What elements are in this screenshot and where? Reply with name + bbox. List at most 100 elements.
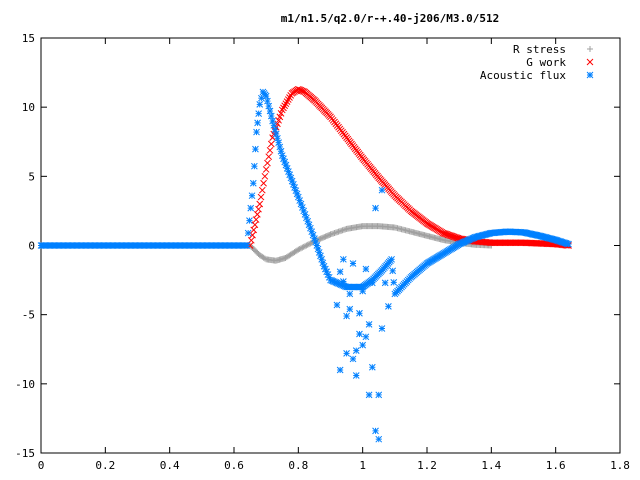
data-point (359, 341, 367, 349)
data-point (278, 106, 286, 114)
data-point (303, 242, 310, 249)
data-point (272, 130, 280, 138)
series-g-work (246, 85, 572, 249)
data-point (270, 121, 278, 129)
data-point (362, 333, 370, 341)
data-point (305, 221, 313, 229)
data-point (254, 119, 261, 127)
data-point (333, 301, 341, 309)
x-tick-label: 1.2 (417, 459, 437, 472)
data-point (265, 153, 273, 161)
data-point (258, 186, 266, 194)
data-point (365, 320, 373, 328)
data-point (257, 193, 265, 201)
data-point (269, 117, 276, 125)
data-point (390, 279, 398, 286)
data-point (277, 147, 285, 155)
data-point (271, 126, 279, 133)
x-axis-ticks: 0 0.2 0.4 0.6 0.8 1 1.2 1.4 1.6 1.8 (38, 38, 630, 472)
legend-label: G work (526, 56, 566, 69)
data-point (352, 372, 360, 379)
data-point (250, 226, 258, 234)
x-tick-label: 0 (38, 459, 45, 472)
y-tick-label: 5 (28, 170, 35, 183)
data-point (281, 102, 289, 110)
chart-title: m1/n1.5/q2.0/r-+.40-j206/M3.0/512 (281, 12, 500, 25)
data-point (368, 279, 376, 287)
data-point (249, 179, 257, 187)
x-tick-label: 1.8 (610, 459, 630, 472)
data-point (368, 363, 376, 371)
data-point (283, 98, 291, 105)
data-point (336, 268, 344, 276)
data-point (275, 139, 282, 146)
y-tick-label: -10 (15, 378, 35, 391)
data-point (362, 265, 370, 273)
data-point (389, 267, 397, 275)
chart-marks (37, 85, 572, 443)
x-tick-label: 1.6 (546, 459, 566, 472)
data-point (381, 279, 389, 287)
legend-marker (587, 46, 593, 52)
data-point (274, 134, 281, 142)
data-point (359, 287, 367, 295)
data-point (385, 303, 392, 310)
x-tick-label: 0.8 (288, 459, 308, 472)
legend-marker (586, 71, 594, 79)
data-point (267, 112, 275, 120)
data-point (266, 146, 274, 154)
data-point (340, 255, 347, 263)
data-point (282, 100, 290, 108)
data-point (336, 366, 344, 374)
y-tick-label: 10 (22, 101, 35, 114)
data-point (264, 97, 271, 105)
data-point (352, 347, 360, 354)
data-point (308, 228, 316, 236)
data-point (372, 204, 379, 212)
data-point (295, 246, 302, 253)
data-point (276, 143, 284, 151)
data-point (264, 159, 271, 167)
data-point (349, 260, 357, 267)
data-point (343, 350, 350, 357)
x-tick-label: 1 (359, 459, 366, 472)
series-acoustic-flux-scatter (333, 186, 392, 443)
data-point (346, 305, 354, 313)
data-point (255, 110, 263, 117)
x-tick-label: 0.6 (224, 459, 244, 472)
data-point (349, 355, 357, 363)
data-point (253, 128, 260, 136)
data-point (247, 204, 255, 212)
data-point (265, 102, 273, 110)
data-point (297, 200, 305, 208)
legend-marker (586, 58, 594, 66)
data-point (260, 179, 267, 187)
data-point (246, 217, 253, 224)
data-point (299, 244, 306, 251)
data-point (280, 104, 287, 112)
data-point (262, 166, 270, 173)
data-point (326, 231, 333, 238)
data-point (565, 240, 572, 248)
data-point (262, 92, 270, 100)
data-point (375, 435, 383, 443)
data-point (307, 240, 314, 247)
data-point (261, 172, 269, 180)
data-point (253, 211, 261, 218)
data-point (296, 245, 303, 252)
data-point (251, 221, 259, 229)
data-point (340, 278, 347, 285)
data-point (266, 107, 274, 115)
data-point (378, 325, 386, 332)
data-point (346, 290, 354, 298)
data-point (378, 186, 386, 194)
data-point (252, 216, 260, 223)
y-tick-label: 0 (28, 240, 35, 253)
x-tick-label: 0.4 (160, 459, 180, 472)
data-point (252, 145, 259, 153)
data-point (267, 140, 275, 148)
data-point (356, 309, 363, 317)
x-tick-label: 0.2 (95, 459, 115, 472)
data-point (248, 192, 256, 200)
